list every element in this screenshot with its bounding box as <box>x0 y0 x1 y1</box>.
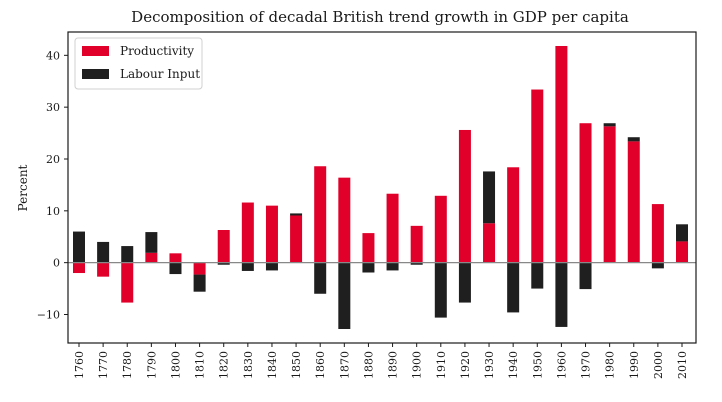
x-tick-label: 1850 <box>290 351 303 379</box>
bar-productivity-1860 <box>314 166 327 263</box>
bar-productivity-1790 <box>145 252 158 263</box>
bar-productivity-1840 <box>265 205 278 263</box>
bar-productivity-1990 <box>627 141 640 263</box>
bar-labour-input-1850 <box>290 213 303 216</box>
bar-labour-input-1910 <box>434 262 447 318</box>
bar-productivity-1820 <box>217 230 230 263</box>
x-tick-label: 1790 <box>145 351 158 379</box>
x-tick-label: 1870 <box>338 351 351 379</box>
bar-productivity-1930 <box>483 223 496 263</box>
x-tick-label: 1810 <box>194 351 207 379</box>
legend-label-labour-input: Labour Input <box>120 67 200 81</box>
bar-labour-input-1930 <box>483 171 496 224</box>
bar-productivity-1950 <box>531 89 544 263</box>
bar-labour-input-1980 <box>603 123 616 127</box>
legend-label-productivity: Productivity <box>120 44 194 58</box>
x-tick-label: 1880 <box>362 351 375 379</box>
chart-title: Decomposition of decadal British trend g… <box>131 8 629 26</box>
x-tick-label: 1900 <box>411 351 424 379</box>
bar-labour-input-1790 <box>145 232 158 253</box>
bar-productivity-2010 <box>676 241 688 263</box>
plot-frame <box>67 31 697 344</box>
x-tick-label: 2010 <box>676 351 689 379</box>
bar-labour-input-1960 <box>555 262 568 327</box>
bar-labour-input-1760 <box>73 231 85 263</box>
bar-labour-input-1860 <box>314 262 327 294</box>
y-tick-label: 40 <box>46 49 60 62</box>
bar-productivity-1910 <box>434 195 447 263</box>
x-tick-label: 1800 <box>169 351 182 379</box>
bar-labour-input-2010 <box>676 224 688 242</box>
bar-labour-input-1950 <box>531 262 544 289</box>
bar-labour-input-2000 <box>651 262 664 269</box>
y-tick-label: 10 <box>46 205 60 218</box>
bar-productivity-1800 <box>169 253 182 263</box>
bar-labour-input-1920 <box>458 262 471 303</box>
bar-labour-input-1780 <box>121 246 134 263</box>
bar-productivity-1940 <box>507 167 520 263</box>
x-tick-label: 1920 <box>459 351 472 379</box>
x-tick-label: 1930 <box>483 351 496 379</box>
x-tick-label: 2000 <box>652 351 665 379</box>
bar-labour-input-1970 <box>579 262 592 290</box>
x-axis: 1760 1770 1780 1790 1800 1810 1820 1830 1840 1850… <box>73 343 689 379</box>
bar-labour-input-1900 <box>410 262 423 265</box>
x-tick-label: 1970 <box>580 351 593 379</box>
bar-productivity-1880 <box>362 233 375 263</box>
bar-productivity-1770 <box>97 262 110 277</box>
x-tick-label: 1860 <box>314 351 327 379</box>
x-tick-label: 1830 <box>242 351 255 379</box>
y-tick-label: 20 <box>46 153 60 166</box>
x-tick-label: 1780 <box>121 351 134 379</box>
bar-labour-input-1990 <box>627 137 640 142</box>
x-tick-label: 1950 <box>531 351 544 379</box>
y-tick-label: 30 <box>46 101 60 114</box>
bar-productivity-1890 <box>386 193 399 263</box>
bar-labour-input-1770 <box>97 241 110 263</box>
bar-productivity-1810 <box>193 262 206 275</box>
x-tick-label: 1890 <box>387 351 400 379</box>
bar-labour-input-1800 <box>169 262 182 275</box>
x-tick-label: 1990 <box>628 351 641 379</box>
x-tick-label: 1960 <box>555 351 568 379</box>
bar-productivity-1760 <box>73 262 85 274</box>
x-tick-label: 1770 <box>97 351 110 379</box>
bars-group <box>73 45 688 330</box>
bar-labour-input-1820 <box>217 262 230 265</box>
y-axis: −10 0 10 20 30 40 <box>37 49 68 321</box>
x-tick-label: 1760 <box>73 351 86 379</box>
y-tick-label: −10 <box>37 308 60 321</box>
x-tick-label: 1980 <box>604 351 617 379</box>
bar-productivity-1970 <box>579 123 592 263</box>
y-axis-label: Percent <box>16 164 30 211</box>
x-tick-label: 1910 <box>435 351 448 379</box>
bar-labour-input-1830 <box>241 262 254 271</box>
x-tick-label: 1820 <box>218 351 231 379</box>
bar-labour-input-1880 <box>362 262 375 273</box>
bar-labour-input-1890 <box>386 262 399 271</box>
bar-productivity-1780 <box>121 262 134 303</box>
bar-labour-input-1810 <box>193 274 206 292</box>
y-tick-label: 0 <box>53 257 60 270</box>
bar-labour-input-1940 <box>507 262 520 313</box>
bar-productivity-1900 <box>410 225 423 263</box>
legend: Productivity Labour Input <box>74 37 203 90</box>
bar-productivity-1850 <box>290 215 303 263</box>
bar-productivity-1920 <box>458 129 471 263</box>
legend-swatch-productivity <box>82 46 109 56</box>
bar-productivity-1980 <box>603 126 616 263</box>
legend-swatch-labour-input <box>82 69 109 79</box>
bar-productivity-1830 <box>241 202 254 263</box>
bar-productivity-1960 <box>555 45 568 263</box>
bar-labour-input-1840 <box>265 262 278 271</box>
x-tick-label: 1940 <box>507 351 520 379</box>
bar-labour-input-1870 <box>338 262 351 330</box>
bar-productivity-2000 <box>651 204 664 263</box>
x-tick-label: 1840 <box>266 351 279 379</box>
bar-productivity-1870 <box>338 177 351 263</box>
